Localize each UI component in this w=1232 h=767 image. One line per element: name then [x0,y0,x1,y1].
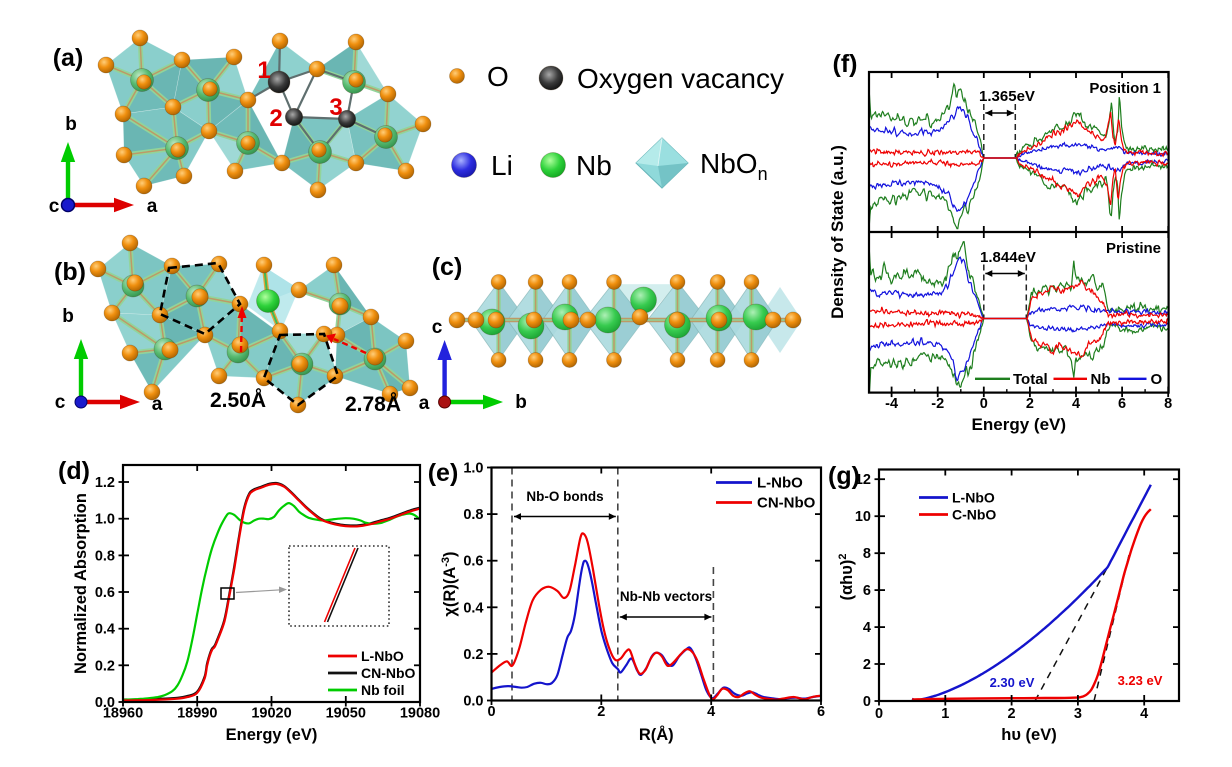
svg-text:4: 4 [1140,706,1148,722]
svg-text:Normalized Absorption: Normalized Absorption [72,493,90,674]
svg-text:0.6: 0.6 [95,585,115,601]
svg-text:1: 1 [941,706,949,722]
svg-text:Nb-Nb vectors: Nb-Nb vectors [620,589,712,604]
svg-text:-4: -4 [885,396,898,412]
svg-text:3: 3 [1074,706,1082,722]
svg-text:Nb-O bonds: Nb-O bonds [526,489,603,504]
svg-text:(e): (e) [428,459,459,487]
svg-text:L-NbO: L-NbO [757,475,803,492]
svg-text:8: 8 [1164,396,1172,412]
svg-text:Energy (eV): Energy (eV) [972,415,1066,434]
svg-text:12: 12 [855,472,871,488]
svg-text:(αhυ)2: (αhυ)2 [837,554,856,601]
svg-text:19020: 19020 [251,706,291,722]
svg-text:Density of State (a.u.): Density of State (a.u.) [828,145,847,319]
svg-text:L-NbO: L-NbO [952,490,995,506]
svg-text:a: a [419,393,430,414]
svg-text:0.4: 0.4 [95,622,115,638]
svg-text:2: 2 [269,105,282,132]
svg-text:18990: 18990 [177,706,217,722]
svg-text:2: 2 [1008,706,1016,722]
svg-text:Energy (eV): Energy (eV) [226,726,318,744]
svg-text:(b): (b) [54,258,86,286]
svg-text:19050: 19050 [326,706,366,722]
svg-text:Li: Li [491,150,513,181]
svg-text:0.8: 0.8 [463,507,483,523]
svg-text:6: 6 [1118,396,1126,412]
svg-text:19080: 19080 [400,706,440,722]
svg-text:b: b [62,306,74,327]
svg-text:18960: 18960 [103,706,143,722]
svg-text:1.2: 1.2 [95,475,115,491]
svg-text:Nb: Nb [576,150,612,181]
svg-text:10: 10 [855,509,871,525]
svg-text:χ(R)(A-3): χ(R)(A-3) [440,551,459,616]
svg-text:2: 2 [1026,396,1034,412]
svg-text:0.2: 0.2 [95,658,115,674]
svg-text:Pristine: Pristine [1106,240,1161,257]
svg-text:Position 1: Position 1 [1089,80,1161,97]
svg-text:2: 2 [597,704,605,720]
svg-text:1.0: 1.0 [463,461,483,477]
svg-text:Nb: Nb [1091,371,1111,388]
svg-text:c: c [55,392,66,413]
svg-text:0: 0 [875,706,883,722]
svg-text:0.0: 0.0 [463,694,483,710]
svg-text:b: b [65,114,77,135]
svg-text:6: 6 [863,583,871,599]
svg-text:1.0: 1.0 [95,512,115,528]
svg-text:2: 2 [863,657,871,673]
svg-text:Total: Total [1013,371,1048,388]
svg-text:L-NbO: L-NbO [361,648,404,664]
svg-text:-2: -2 [931,396,944,412]
svg-text:4: 4 [1072,396,1080,412]
svg-text:0: 0 [980,396,988,412]
svg-text:0.6: 0.6 [463,554,483,570]
svg-text:(f): (f) [833,50,858,78]
svg-text:a: a [152,394,163,415]
svg-text:b: b [515,392,527,413]
svg-text:6: 6 [817,704,825,720]
svg-text:2.30 eV: 2.30 eV [990,675,1035,690]
svg-text:(g): (g) [828,462,860,490]
svg-text:0.4: 0.4 [463,600,483,616]
svg-text:0.0: 0.0 [95,695,115,711]
svg-text:(c): (c) [432,253,463,281]
svg-text:CN-NbO: CN-NbO [757,495,816,512]
svg-text:1: 1 [257,57,270,84]
svg-text:4: 4 [707,704,715,720]
svg-text:a: a [147,196,158,217]
svg-text:0.2: 0.2 [463,647,483,663]
svg-text:Nb foil: Nb foil [361,682,405,698]
svg-text:c: c [432,317,443,338]
svg-text:0: 0 [487,704,495,720]
svg-text:NbOn: NbOn [700,148,768,184]
svg-text:3: 3 [329,94,342,121]
svg-text:O: O [1151,371,1163,388]
svg-text:2.78Å: 2.78Å [345,392,401,416]
svg-text:O: O [487,61,509,92]
svg-text:4: 4 [863,620,871,636]
svg-text:2.50Å: 2.50Å [210,388,266,412]
svg-text:C-NbO: C-NbO [952,507,996,523]
svg-text:3.23 eV: 3.23 eV [1118,673,1163,688]
svg-text:Oxygen vacancy: Oxygen vacancy [577,63,784,94]
svg-text:8: 8 [863,546,871,562]
svg-text:1.365eV: 1.365eV [979,88,1035,105]
svg-text:R(Å): R(Å) [639,725,674,744]
svg-text:0: 0 [863,694,871,710]
svg-text:(d): (d) [58,457,90,485]
svg-text:1.844eV: 1.844eV [980,249,1036,266]
svg-text:c: c [49,196,60,217]
svg-text:0.8: 0.8 [95,548,115,564]
svg-text:hυ (eV): hυ (eV) [1001,726,1056,744]
svg-text:(a): (a) [53,44,84,72]
svg-text:CN-NbO: CN-NbO [361,665,416,681]
